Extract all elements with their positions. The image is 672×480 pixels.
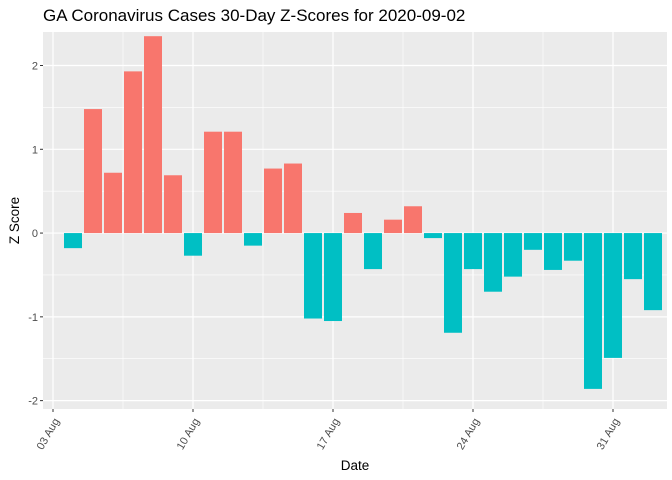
bar-2020-08-19 <box>364 233 382 270</box>
bar-2020-08-08 <box>144 36 162 234</box>
x-tick-label: 10 Aug <box>175 416 203 452</box>
bar-2020-08-22 <box>424 233 442 239</box>
bar-2020-08-13 <box>244 233 262 246</box>
chart-title: GA Coronavirus Cases 30-Day Z-Scores for… <box>43 6 466 25</box>
bar-2020-08-26 <box>504 233 522 277</box>
bar-2020-09-02 <box>644 233 662 311</box>
bar-2020-08-09 <box>164 175 182 234</box>
x-axis: 03 Aug 10 Aug 17 Aug 24 Aug 31 Aug <box>35 409 623 452</box>
x-axis-title: Date <box>341 458 370 473</box>
y-tick-label: 0 <box>32 228 38 240</box>
y-tick-label: 1 <box>32 144 38 156</box>
y-tick-label: -2 <box>28 396 38 408</box>
x-tick-label: 03 Aug <box>35 416 63 452</box>
bar-2020-08-17 <box>324 233 342 322</box>
y-axis-title: Z Score <box>7 197 22 244</box>
x-tick-label: 24 Aug <box>455 416 483 452</box>
bar-2020-08-28 <box>544 233 562 270</box>
bar-2020-08-06 <box>104 172 122 234</box>
minor-gridlines <box>43 32 667 409</box>
y-axis: -2 -1 0 1 2 <box>28 61 43 408</box>
bar-2020-08-05 <box>84 109 102 234</box>
bar-2020-08-21 <box>404 206 422 234</box>
bar-2020-08-15 <box>284 163 302 234</box>
bar-2020-08-27 <box>524 233 542 250</box>
x-tick-label: 31 Aug <box>595 416 623 452</box>
bar-2020-08-14 <box>264 168 282 234</box>
bar-2020-08-04 <box>64 233 82 249</box>
bar-2020-08-24 <box>464 233 482 270</box>
y-tick-label: -1 <box>28 312 38 324</box>
bar-2020-08-20 <box>384 219 402 234</box>
bar-2020-09-01 <box>624 233 642 280</box>
bar-2020-08-30 <box>584 233 602 389</box>
bar-2020-08-29 <box>564 233 582 261</box>
bar-2020-08-16 <box>304 233 322 319</box>
bars <box>64 36 662 389</box>
bar-2020-08-23 <box>444 233 462 333</box>
bar-2020-08-07 <box>124 71 142 234</box>
bar-2020-08-25 <box>484 233 502 292</box>
bar-2020-08-31 <box>604 233 622 358</box>
y-tick-label: 2 <box>32 61 38 73</box>
bar-2020-08-12 <box>224 131 242 234</box>
bar-2020-08-10 <box>184 233 202 256</box>
major-gridlines <box>43 32 667 409</box>
bar-2020-08-11 <box>204 131 222 234</box>
x-tick-label: 17 Aug <box>315 416 343 452</box>
bar-2020-08-18 <box>344 212 362 234</box>
